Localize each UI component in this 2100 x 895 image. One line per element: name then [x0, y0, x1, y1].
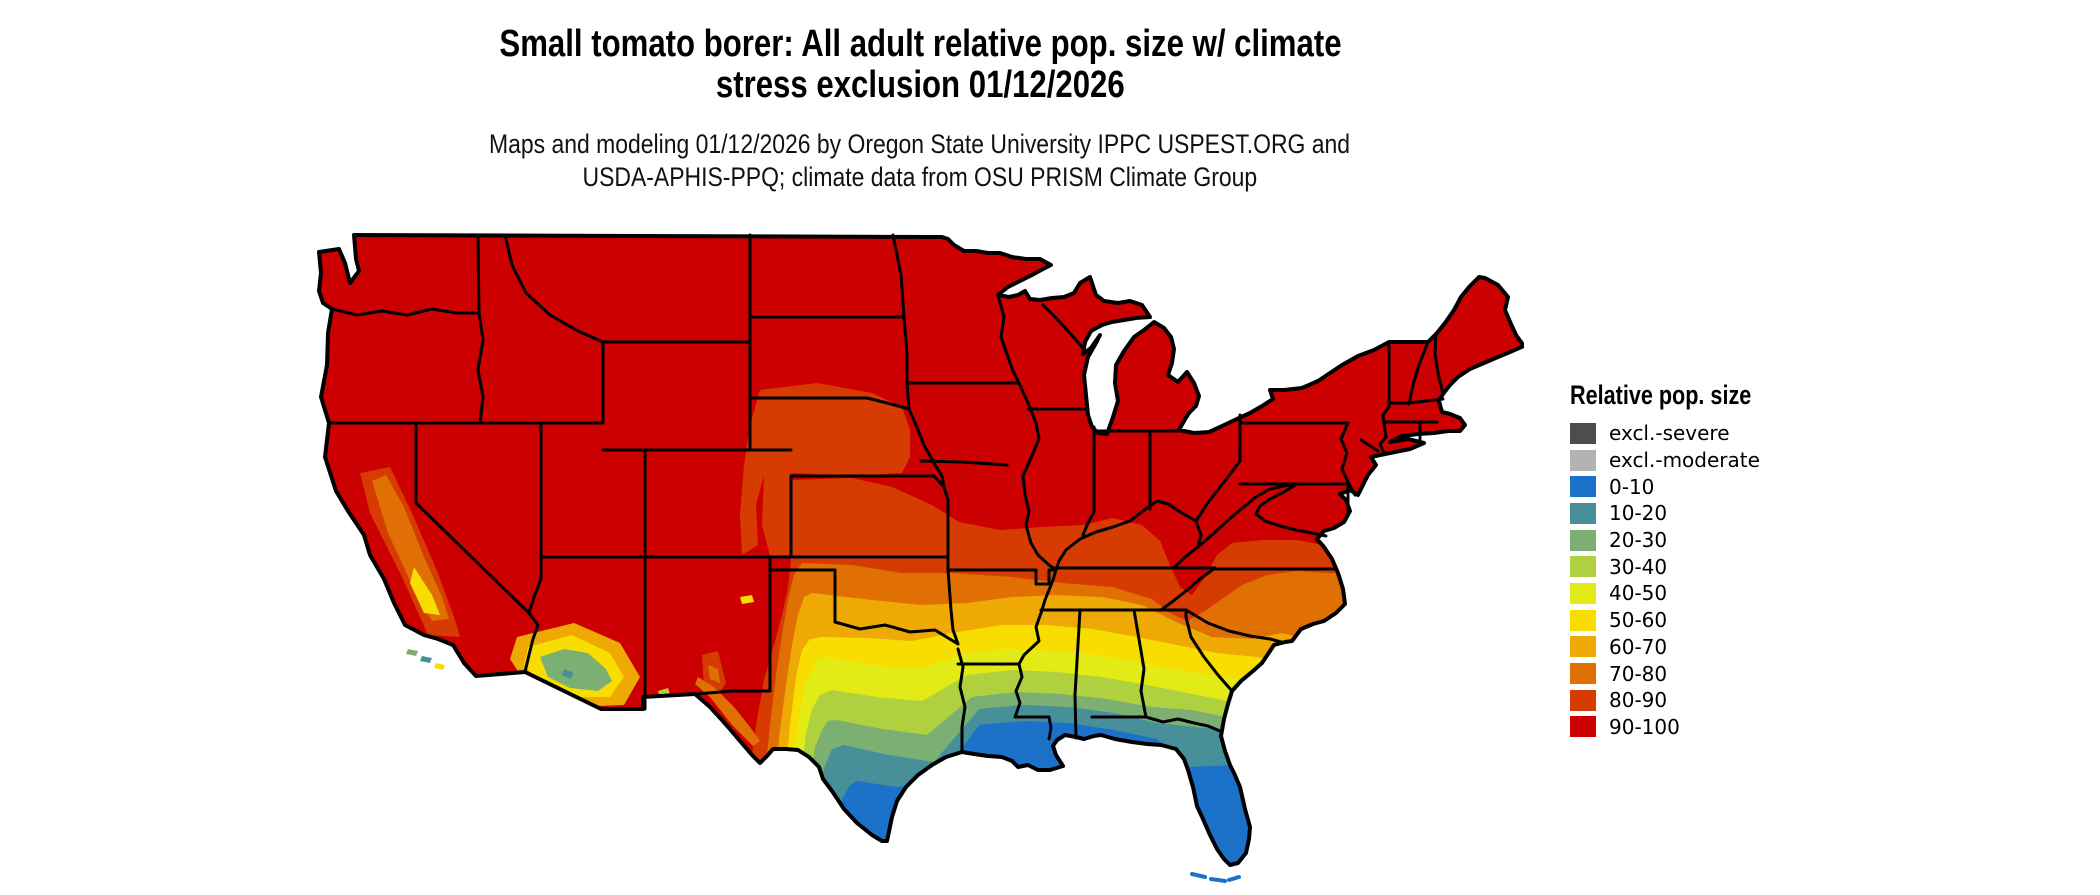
legend-items: excl.-severe excl.-moderate 0-10 10-20 2…	[1570, 420, 1870, 740]
legend-swatch	[1570, 449, 1596, 471]
california-central-valley	[372, 475, 449, 621]
legend-swatch	[1570, 529, 1596, 551]
legend-item: 60-70	[1570, 634, 1870, 661]
plains-patch-80-90	[740, 383, 910, 555]
legend-item-label: 70-80	[1609, 661, 1668, 686]
us-choropleth-map	[312, 225, 1526, 890]
state-boundaries	[327, 233, 1445, 754]
legend-item: 80-90	[1570, 687, 1870, 714]
legend-swatch	[1570, 556, 1596, 578]
map-subtitle-line2: USDA-APHIS-PPQ; climate data from OSU PR…	[582, 162, 1258, 192]
legend-item: 70-80	[1570, 660, 1870, 687]
legend-item-label: 10-20	[1609, 501, 1668, 526]
legend-swatch	[1570, 476, 1596, 498]
legend-swatch	[1570, 689, 1596, 711]
map-subtitle: Maps and modeling 01/12/2026 by Oregon S…	[270, 128, 1570, 194]
new-mexico-valley-core	[708, 665, 720, 683]
legend-item: 0-10	[1570, 473, 1870, 500]
legend-swatch	[1570, 609, 1596, 631]
legend-swatch	[1570, 502, 1596, 524]
colorado-plains-patch	[762, 473, 791, 556]
california-valley-core	[410, 567, 440, 615]
legend-item-label: 90-100	[1609, 714, 1680, 739]
legend-item: 10-20	[1570, 500, 1870, 527]
title-block: Small tomato borer: All adult relative p…	[270, 24, 1570, 194]
arizona-teal-speck	[562, 669, 574, 679]
florida-keys	[1190, 872, 1241, 883]
legend-item: 20-30	[1570, 527, 1870, 554]
map-subtitle-line1: Maps and modeling 01/12/2026 by Oregon S…	[489, 129, 1351, 159]
socal-yellow-spot	[446, 663, 462, 677]
legend-swatch	[1570, 716, 1596, 738]
legend-item: 50-60	[1570, 607, 1870, 634]
legend-swatch	[1570, 422, 1596, 444]
legend-item-label: 30-40	[1609, 554, 1668, 579]
us-outline	[317, 233, 1526, 867]
map-title-line2: stress exclusion 01/12/2026	[715, 64, 1125, 106]
legend-item-label: excl.-severe	[1609, 421, 1730, 446]
legend-item-label: 80-90	[1609, 688, 1668, 713]
legend-item-label: 0-10	[1609, 474, 1655, 499]
us-map-svg	[317, 233, 1526, 883]
legend-item: 90-100	[1570, 714, 1870, 741]
legend-item-label: 40-50	[1609, 581, 1668, 606]
legend-item-label: excl.-moderate	[1609, 448, 1760, 473]
legend-item: excl.-severe	[1570, 420, 1870, 447]
legend-item: 30-40	[1570, 553, 1870, 580]
map-title: Small tomato borer: All adult relative p…	[270, 24, 1570, 106]
legend-item-label: 60-70	[1609, 634, 1668, 659]
channel-islands	[406, 649, 445, 670]
legend-item-label: 20-30	[1609, 528, 1668, 553]
legend: Relative pop. size excl.-severe excl.-mo…	[1570, 380, 1870, 740]
arizona-desert-core	[540, 649, 612, 691]
legend-item: excl.-moderate	[1570, 447, 1870, 474]
legend-item-label: 50-60	[1609, 608, 1668, 633]
legend-swatch	[1570, 636, 1596, 658]
legend-title: Relative pop. size	[1570, 380, 1752, 410]
legend-item: 40-50	[1570, 580, 1870, 607]
kansas-yellow-speck	[740, 595, 754, 604]
map-title-line1: Small tomato borer: All adult relative p…	[498, 23, 1342, 65]
legend-swatch	[1570, 663, 1596, 685]
legend-swatch	[1570, 582, 1596, 604]
